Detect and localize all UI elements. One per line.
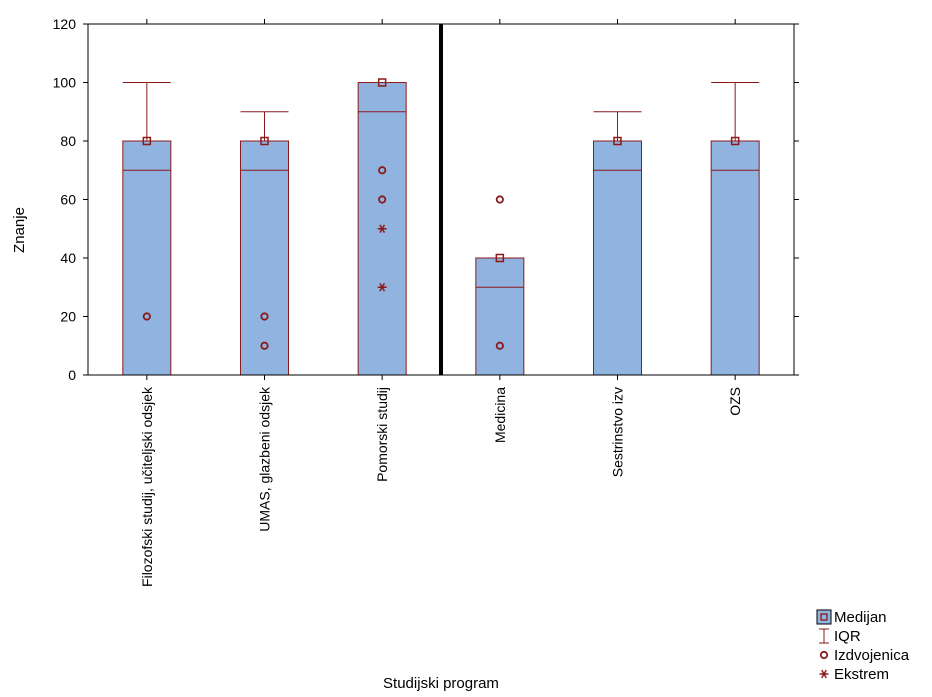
legend-label: IQR	[834, 628, 861, 645]
legend-extreme-marker	[819, 669, 829, 679]
outlier-marker	[260, 341, 269, 350]
outlier-marker	[378, 195, 387, 204]
y-axis-title: Znanje	[11, 207, 28, 253]
legend-item-extreme: Ekstrem	[819, 666, 889, 683]
legend-item-median: Medijan	[816, 609, 887, 626]
y-tick-label: 20	[60, 309, 76, 325]
box-bar	[710, 140, 760, 376]
outlier-marker	[378, 166, 387, 175]
legend-median-marker	[820, 613, 828, 621]
x-tick-label: UMAS, glazbeni odsjek	[257, 386, 273, 532]
median-marker	[613, 136, 622, 146]
median-marker	[260, 136, 269, 146]
x-tick-label: OZS	[727, 387, 743, 416]
y-tick-label: 60	[60, 192, 76, 208]
box-bar	[593, 140, 642, 376]
legend-median-swatch	[816, 609, 832, 625]
box-bar	[240, 140, 289, 376]
legend: Medijan IQR Izdvojenica Ekstrem	[816, 609, 910, 683]
y-tick-label: 100	[53, 75, 77, 91]
median-marker	[377, 78, 387, 87]
y-tick-label: 0	[68, 367, 76, 383]
outlier-marker	[495, 195, 504, 204]
outlier-marker	[495, 341, 504, 350]
box-bar	[475, 257, 525, 376]
legend-label: Medijan	[834, 609, 887, 626]
x-tick-label: Pomorski studij	[374, 387, 390, 482]
legend-label: Ekstrem	[834, 666, 889, 683]
median-marker	[142, 136, 152, 146]
x-tick-label: Medicina	[492, 387, 508, 443]
legend-item-iqr: IQR	[819, 628, 861, 645]
extreme-marker	[377, 282, 387, 292]
y-tick-label: 120	[53, 16, 77, 32]
legend-outlier-marker	[819, 650, 829, 660]
median-marker	[495, 253, 505, 263]
outlier-marker	[260, 312, 269, 321]
legend-label: Izdvojenica	[834, 647, 910, 664]
y-tick-label: 80	[60, 133, 76, 149]
y-tick-label: 40	[60, 250, 76, 266]
extreme-marker	[377, 224, 387, 234]
x-tick-label: Sestrinstvo izv	[610, 387, 626, 477]
legend-item-outlier: Izdvojenica	[819, 647, 910, 664]
median-marker	[730, 136, 740, 146]
x-axis-title: Studijski program	[383, 675, 499, 692]
plot-area: 0 20 40 60 80 100 120 Filozofski studij, učitel…	[53, 16, 799, 587]
box-bar	[122, 140, 172, 376]
x-tick-label: Filozofski studij, učiteljski odsjek	[139, 386, 155, 587]
outlier-marker	[142, 312, 151, 321]
